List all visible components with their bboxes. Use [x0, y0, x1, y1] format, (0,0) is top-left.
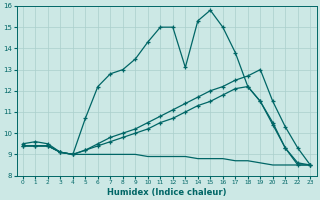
X-axis label: Humidex (Indice chaleur): Humidex (Indice chaleur): [107, 188, 226, 197]
